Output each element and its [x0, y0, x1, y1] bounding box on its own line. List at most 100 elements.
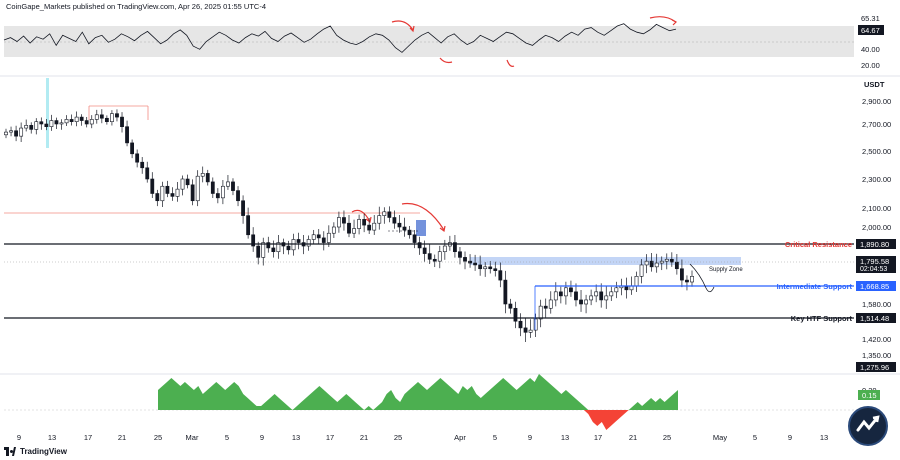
candle — [4, 131, 8, 136]
candle — [140, 161, 145, 169]
supply-zone-box — [470, 257, 741, 265]
candle — [210, 181, 215, 194]
y-tick-label: 2,000.00 — [862, 223, 891, 232]
arrow-1 — [351, 209, 371, 223]
blue-block — [416, 220, 426, 236]
candle — [79, 116, 84, 121]
y-tick-label: 2,900.00 — [862, 97, 891, 106]
candle — [498, 270, 503, 281]
candle — [34, 121, 39, 130]
candle — [634, 276, 639, 287]
candle — [528, 329, 533, 333]
rsi-label-20: 20.00 — [861, 61, 880, 70]
candle — [115, 113, 119, 118]
candle — [155, 193, 160, 202]
histogram-negative — [158, 410, 678, 430]
candle — [165, 185, 170, 194]
candle — [130, 142, 135, 155]
current-price-value: 1,795.58 — [860, 257, 889, 266]
candle — [563, 287, 568, 297]
candle — [442, 245, 447, 253]
candle — [417, 242, 422, 249]
candle — [579, 299, 583, 305]
candle — [321, 237, 326, 243]
candle — [574, 291, 578, 301]
x-tick-label: 21 — [118, 433, 126, 442]
candle — [286, 245, 291, 251]
candle — [337, 217, 341, 228]
histogram-positive — [158, 374, 678, 410]
candle — [29, 125, 34, 130]
candle — [145, 167, 150, 180]
candle — [331, 226, 336, 234]
candle — [19, 127, 24, 137]
x-tick-label: 9 — [788, 433, 792, 442]
candle — [513, 307, 518, 322]
candle — [261, 242, 266, 258]
rsi-arrow-1 — [391, 20, 414, 31]
x-tick-label: 9 — [260, 433, 264, 442]
candle — [644, 260, 649, 266]
histogram-current-value: 0.15 — [862, 391, 877, 400]
level-badge — [856, 239, 896, 249]
rsi-band — [4, 26, 854, 57]
x-tick-label: 9 — [528, 433, 532, 442]
price-panel: USDT 2,900.00 2,700.00 2,500.00 2,300.00 2,1… — [4, 78, 896, 372]
candle — [110, 113, 114, 123]
candle — [271, 247, 276, 253]
x-tick-label: 5 — [493, 433, 497, 442]
candle — [342, 217, 346, 224]
candle — [205, 173, 210, 183]
x-tick-label: 13 — [561, 433, 569, 442]
candle — [392, 217, 397, 224]
candle — [306, 239, 311, 247]
candle — [104, 117, 109, 123]
x-tick-label: 5 — [225, 433, 229, 442]
candle — [226, 181, 230, 187]
rsi-arrow-2 — [649, 16, 677, 23]
candle — [316, 234, 321, 239]
candle — [24, 125, 29, 129]
candle — [558, 291, 563, 297]
x-axis: 9 13 17 21 25 Mar 5 9 13 17 21 25 Apr 5 9 13 17 21 25 May 5 9… — [17, 433, 828, 442]
candle — [503, 279, 508, 305]
candle — [599, 291, 604, 301]
x-tick-label: 13 — [48, 433, 56, 442]
candle — [64, 119, 69, 124]
highlight-bar — [46, 78, 49, 148]
level-name: Key HTF Support — [791, 314, 853, 323]
x-tick-label: 17 — [594, 433, 602, 442]
candle — [412, 234, 417, 243]
candle — [639, 264, 644, 277]
candle — [680, 268, 684, 281]
tradingview-footer[interactable]: TradingView — [4, 447, 67, 456]
candle — [654, 262, 659, 268]
candle — [453, 242, 457, 253]
candle — [589, 295, 594, 301]
candle — [690, 276, 694, 283]
rsi-arrow-down-1 — [439, 57, 453, 64]
currency-label: USDT — [864, 80, 885, 89]
candle — [236, 190, 240, 202]
candle — [508, 303, 513, 309]
tradingview-brand: TradingView — [20, 447, 67, 456]
candle — [594, 291, 599, 297]
candle — [674, 261, 679, 270]
candle — [291, 239, 296, 251]
x-tick-label: 21 — [360, 433, 368, 442]
candle — [473, 262, 478, 266]
candle — [649, 260, 654, 268]
x-tick-label: 13 — [292, 433, 300, 442]
rsi-panel: 65.31 64.67 40.00 20.00 — [3, 14, 884, 70]
x-tick-label: 17 — [84, 433, 92, 442]
candle — [170, 193, 175, 197]
y-tick-label: 2,300.00 — [862, 175, 891, 184]
candle — [614, 287, 619, 293]
bottom-price-badge — [856, 362, 896, 372]
level-name: Critical Resistance — [785, 240, 852, 249]
candle — [49, 120, 54, 128]
rsi-current-value: 64.67 — [861, 26, 880, 35]
y-tick-label: 2,100.00 — [862, 204, 891, 213]
candle — [180, 178, 185, 190]
